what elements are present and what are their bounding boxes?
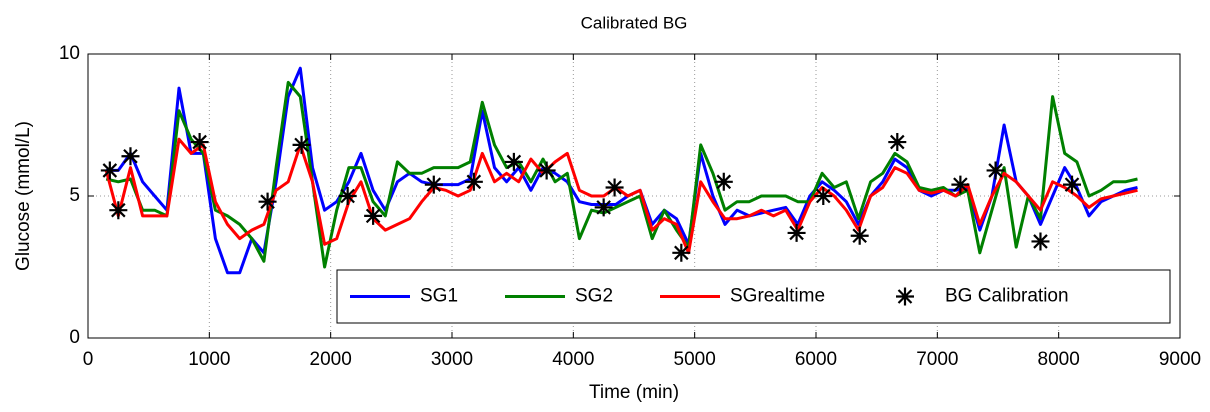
calibration-point bbox=[537, 161, 556, 180]
y-axis-label: Glucose (mmol/L) bbox=[13, 121, 34, 271]
calibration-point bbox=[100, 161, 119, 180]
calibration-point bbox=[424, 175, 443, 194]
calibration-point bbox=[338, 187, 357, 205]
x-tick-label: 8000 bbox=[1038, 349, 1080, 370]
calibration-point bbox=[594, 198, 613, 217]
legend-label: SG2 bbox=[575, 286, 613, 307]
calibration-point bbox=[258, 192, 277, 211]
legend-marker bbox=[896, 287, 914, 306]
calibration-point bbox=[1031, 232, 1050, 251]
calibration-point bbox=[605, 178, 624, 197]
chart-title: Calibrated BG bbox=[581, 13, 688, 32]
calibration-point bbox=[888, 133, 907, 152]
x-tick-label: 7000 bbox=[916, 349, 958, 370]
x-tick-label: 3000 bbox=[431, 349, 473, 370]
calibration-point bbox=[464, 172, 483, 191]
legend-label: BG Calibration bbox=[945, 286, 1069, 307]
calibration-point bbox=[364, 206, 383, 225]
series-line bbox=[104, 137, 1138, 255]
calibration-point bbox=[109, 201, 128, 220]
x-tick-label: 5000 bbox=[674, 349, 716, 370]
x-axis-label: Time (min) bbox=[589, 382, 679, 403]
legend-label: SG1 bbox=[420, 286, 458, 307]
calibration-point bbox=[504, 152, 523, 171]
plot-frame bbox=[87, 53, 1181, 339]
y-tick-label: 10 bbox=[59, 43, 80, 64]
calibration-point bbox=[292, 135, 311, 154]
x-tick-label: 0 bbox=[83, 349, 94, 370]
calibration-point bbox=[714, 172, 733, 191]
calibration-point bbox=[672, 243, 691, 262]
y-tick-label: 5 bbox=[69, 185, 80, 206]
calibration-point bbox=[1063, 175, 1082, 194]
calibration-point bbox=[121, 147, 140, 166]
x-tick-label: 4000 bbox=[552, 349, 594, 370]
calibration-point bbox=[814, 187, 833, 205]
calibration-point bbox=[986, 161, 1005, 180]
x-tick-label: 1000 bbox=[188, 349, 230, 370]
calibration-point bbox=[951, 175, 970, 194]
calibration-point bbox=[190, 133, 209, 152]
legend-box bbox=[336, 269, 1171, 324]
calibration-point bbox=[850, 226, 869, 245]
x-tick-label: 9000 bbox=[1159, 349, 1201, 370]
x-tick-label: 2000 bbox=[310, 349, 352, 370]
calibration-point bbox=[787, 223, 806, 242]
x-tick-label: 6000 bbox=[795, 349, 837, 370]
y-tick-label: 0 bbox=[69, 327, 80, 348]
legend-label: SGrealtime bbox=[730, 286, 825, 307]
